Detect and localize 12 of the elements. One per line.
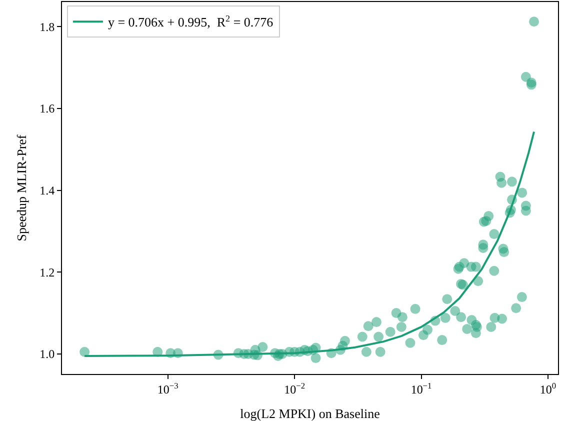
legend-label: y = 0.706x + 0.995, R$^{2}$ = 0.776 bbox=[108, 13, 274, 30]
y-tick-label: 1.6 bbox=[40, 102, 55, 116]
y-axis-title: Speedup MLIR-Pref bbox=[14, 134, 29, 242]
x-tick-label: 10$^{0}$ bbox=[540, 381, 556, 396]
y-tick-label: 1.2 bbox=[40, 265, 55, 280]
y-tick-label: 1.4 bbox=[40, 183, 55, 198]
x-tick-label: 10$^{−2}$ bbox=[284, 381, 306, 396]
x-tick-label: 10$^{−3}$ bbox=[157, 381, 178, 396]
x-tick-label: 10$^{−1}$ bbox=[410, 381, 432, 396]
x-axis-title: log(L2 MPKI) on Baseline bbox=[240, 406, 380, 421]
y-tick-label: 1.8 bbox=[40, 20, 55, 34]
y-tick-label: 1.0 bbox=[40, 347, 55, 362]
